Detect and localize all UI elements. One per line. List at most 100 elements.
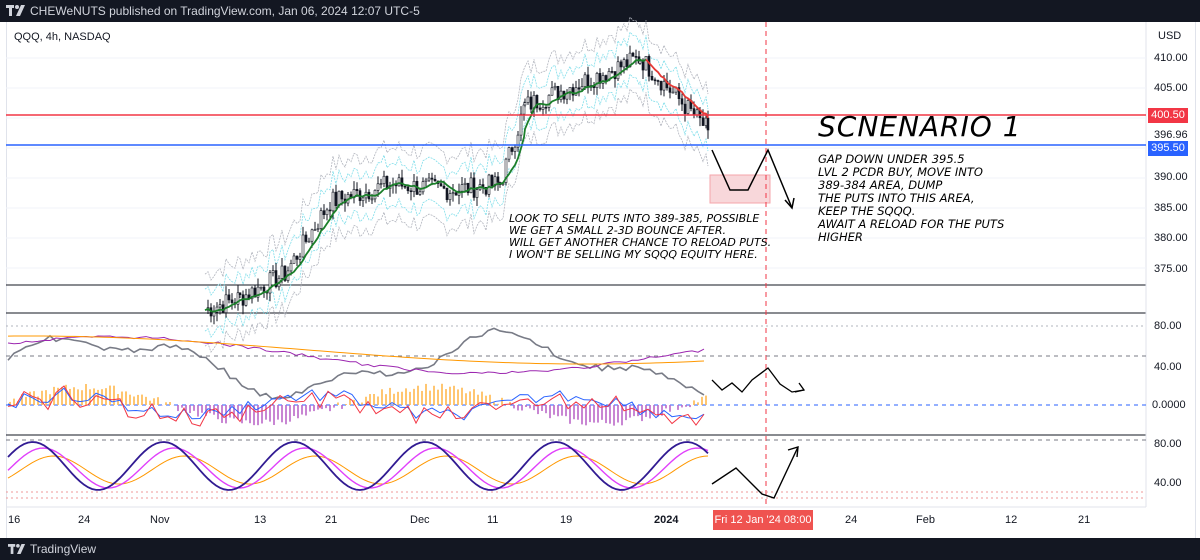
candle-body bbox=[460, 184, 464, 192]
time-label: 24 bbox=[78, 514, 91, 526]
candle-body bbox=[538, 107, 542, 110]
time-label: 11 bbox=[487, 514, 499, 526]
candle-body bbox=[289, 263, 293, 272]
chart-frame[interactable] bbox=[6, 22, 1196, 538]
candle-body bbox=[625, 59, 629, 68]
osc-projection-path[interactable] bbox=[711, 367, 805, 393]
candle-body bbox=[475, 189, 479, 198]
envelope-band-line bbox=[204, 73, 709, 338]
time-label: 19 bbox=[560, 514, 573, 526]
candle-body bbox=[409, 190, 413, 193]
time-label: 2024 bbox=[654, 514, 679, 526]
stoch-projection-arrow-icon bbox=[787, 446, 799, 458]
candle-body bbox=[403, 185, 407, 188]
candle-body bbox=[487, 174, 491, 195]
time-label: 21 bbox=[1078, 514, 1091, 526]
projection-path[interactable] bbox=[711, 148, 793, 209]
candle-body bbox=[238, 292, 242, 295]
candle-body bbox=[250, 287, 254, 300]
candle-body bbox=[504, 158, 508, 183]
candle-body bbox=[496, 176, 500, 183]
candle-body bbox=[574, 87, 578, 96]
tradingview-logo-icon bbox=[6, 5, 25, 16]
osc-projection-arrow-icon bbox=[794, 382, 806, 393]
stoch-signal-line bbox=[7, 447, 709, 489]
left-note-line: WE GET A SMALL 2-3D BOUNCE AFTER. bbox=[509, 224, 726, 237]
time-label: 13 bbox=[254, 514, 267, 526]
symbol-label[interactable]: QQQ, 4h, NASDAQ bbox=[14, 31, 111, 43]
scenario-line: GAP DOWN UNDER 395.5 bbox=[818, 152, 965, 166]
candle-body bbox=[692, 108, 696, 116]
scenario-line: LVL 2 PCDR BUY, MOVE INTO bbox=[818, 165, 983, 179]
candle-body bbox=[523, 102, 527, 106]
candle-body bbox=[631, 52, 635, 57]
candle-body bbox=[668, 87, 672, 93]
candle-body bbox=[295, 255, 299, 260]
candle-body bbox=[370, 198, 374, 201]
candle-body bbox=[586, 74, 590, 88]
scenario-line: THE PUTS INTO THIS AREA, bbox=[818, 191, 975, 205]
candle-body bbox=[490, 174, 494, 187]
candle-body bbox=[544, 106, 548, 109]
osc-axis-label: 40.00 bbox=[1154, 361, 1182, 373]
support-badge: 395.50 bbox=[1148, 141, 1188, 156]
osc-step-line bbox=[7, 387, 705, 421]
time-label: Dec bbox=[410, 514, 430, 526]
time-label: 24 bbox=[845, 514, 858, 526]
candle-body bbox=[385, 175, 389, 189]
candle-body bbox=[319, 210, 323, 229]
candle-body bbox=[653, 79, 657, 82]
candle-body bbox=[433, 178, 437, 182]
candle-body bbox=[379, 183, 383, 185]
candle-body bbox=[577, 87, 581, 90]
resistance-badge: 400.50 bbox=[1148, 108, 1188, 123]
candle-body bbox=[634, 56, 638, 58]
candle-body bbox=[547, 94, 551, 108]
stoch-main-line bbox=[7, 441, 709, 491]
candle-body bbox=[292, 255, 296, 264]
candle-body bbox=[535, 95, 539, 109]
stoch-axis-label: 80.00 bbox=[1154, 438, 1182, 450]
stoch-projection-path[interactable] bbox=[711, 446, 799, 499]
candle-body bbox=[656, 80, 660, 82]
envelope-band-line bbox=[204, 31, 709, 296]
price-label: 396.96 bbox=[1154, 129, 1188, 141]
candle-body bbox=[304, 234, 308, 242]
time-label: 16 bbox=[8, 514, 21, 526]
candle-body bbox=[298, 256, 302, 260]
candle-body bbox=[680, 98, 684, 105]
left-note-line: LOOK TO SELL PUTS INTO 389-385, POSSIBLE bbox=[509, 212, 760, 225]
target-zone-box[interactable] bbox=[709, 174, 771, 204]
osc-signal-line bbox=[7, 335, 705, 375]
candle-body bbox=[283, 265, 287, 281]
candle-body bbox=[659, 80, 663, 91]
time-label: 12 bbox=[1005, 514, 1018, 526]
grid bbox=[6, 57, 1146, 269]
candle-body bbox=[683, 103, 687, 114]
candle-body bbox=[337, 190, 341, 206]
scenario-line: KEEP THE SQQQ. bbox=[818, 204, 916, 218]
candle-body bbox=[325, 209, 329, 216]
scenario-title[interactable]: SCNENARIO 1 bbox=[818, 110, 1022, 143]
candle-body bbox=[644, 56, 648, 71]
candle-body bbox=[641, 60, 645, 71]
candle-body bbox=[451, 192, 455, 195]
candle-body bbox=[310, 229, 314, 242]
candle-body bbox=[519, 113, 523, 136]
price-label: 385.00 bbox=[1154, 202, 1188, 214]
osc-axis-label: 80.00 bbox=[1154, 320, 1182, 332]
candle-body bbox=[647, 56, 651, 77]
candle-body bbox=[421, 181, 425, 193]
candle-body bbox=[256, 286, 260, 298]
scenario-line: HIGHER bbox=[818, 230, 863, 244]
osc-step-line-2 bbox=[7, 385, 705, 427]
candle-body bbox=[340, 190, 344, 200]
candle-body bbox=[650, 75, 654, 81]
tradingview-logo-icon bbox=[8, 544, 26, 554]
candle-body bbox=[507, 147, 511, 160]
candle-body bbox=[513, 146, 517, 152]
candle-body bbox=[280, 265, 284, 279]
highlight-date-badge: Fri 12 Jan '24 08:00 bbox=[713, 510, 813, 530]
candle-body bbox=[397, 177, 401, 187]
currency-label[interactable]: USD bbox=[1158, 30, 1182, 42]
